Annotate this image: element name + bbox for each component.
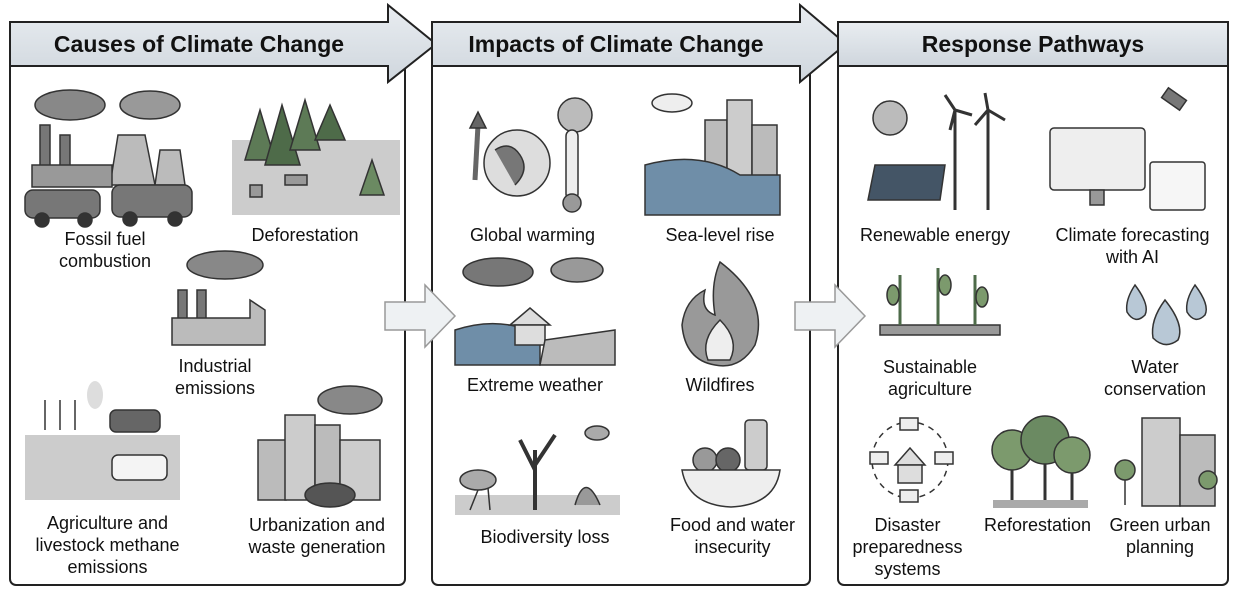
item-label: Climate forecasting with AI	[1040, 224, 1225, 268]
item-label: Urbanization and waste generation	[232, 514, 402, 558]
infographic: Causes of Climate Change Impacts of Clim…	[0, 0, 1233, 589]
item-label: Sustainable agriculture	[870, 356, 990, 400]
item-label: Green urban planning	[1105, 514, 1215, 558]
panel-title: Response Pathways	[838, 30, 1228, 58]
item-label: Deforestation	[230, 224, 380, 246]
item-label: Reforestation	[975, 514, 1100, 536]
item-label: Disaster preparedness systems	[850, 514, 965, 580]
item-label: Agriculture and livestock methane emissi…	[25, 512, 190, 578]
panel-title: Impacts of Climate Change	[432, 30, 800, 58]
item-label: Sea-level rise	[640, 224, 800, 246]
diagram-shapes	[0, 0, 1233, 589]
item-label: Fossil fuel combustion	[45, 228, 165, 272]
panel-title: Causes of Climate Change	[10, 30, 388, 58]
item-label: Extreme weather	[445, 374, 625, 396]
item-label: Water conservation	[1090, 356, 1220, 400]
item-label: Global warming	[445, 224, 620, 246]
item-label: Biodiversity loss	[460, 526, 630, 548]
item-label: Industrial emissions	[160, 355, 270, 399]
item-label: Renewable energy	[845, 224, 1025, 246]
item-label: Wildfires	[650, 374, 790, 396]
item-label: Food and water insecurity	[660, 514, 805, 558]
